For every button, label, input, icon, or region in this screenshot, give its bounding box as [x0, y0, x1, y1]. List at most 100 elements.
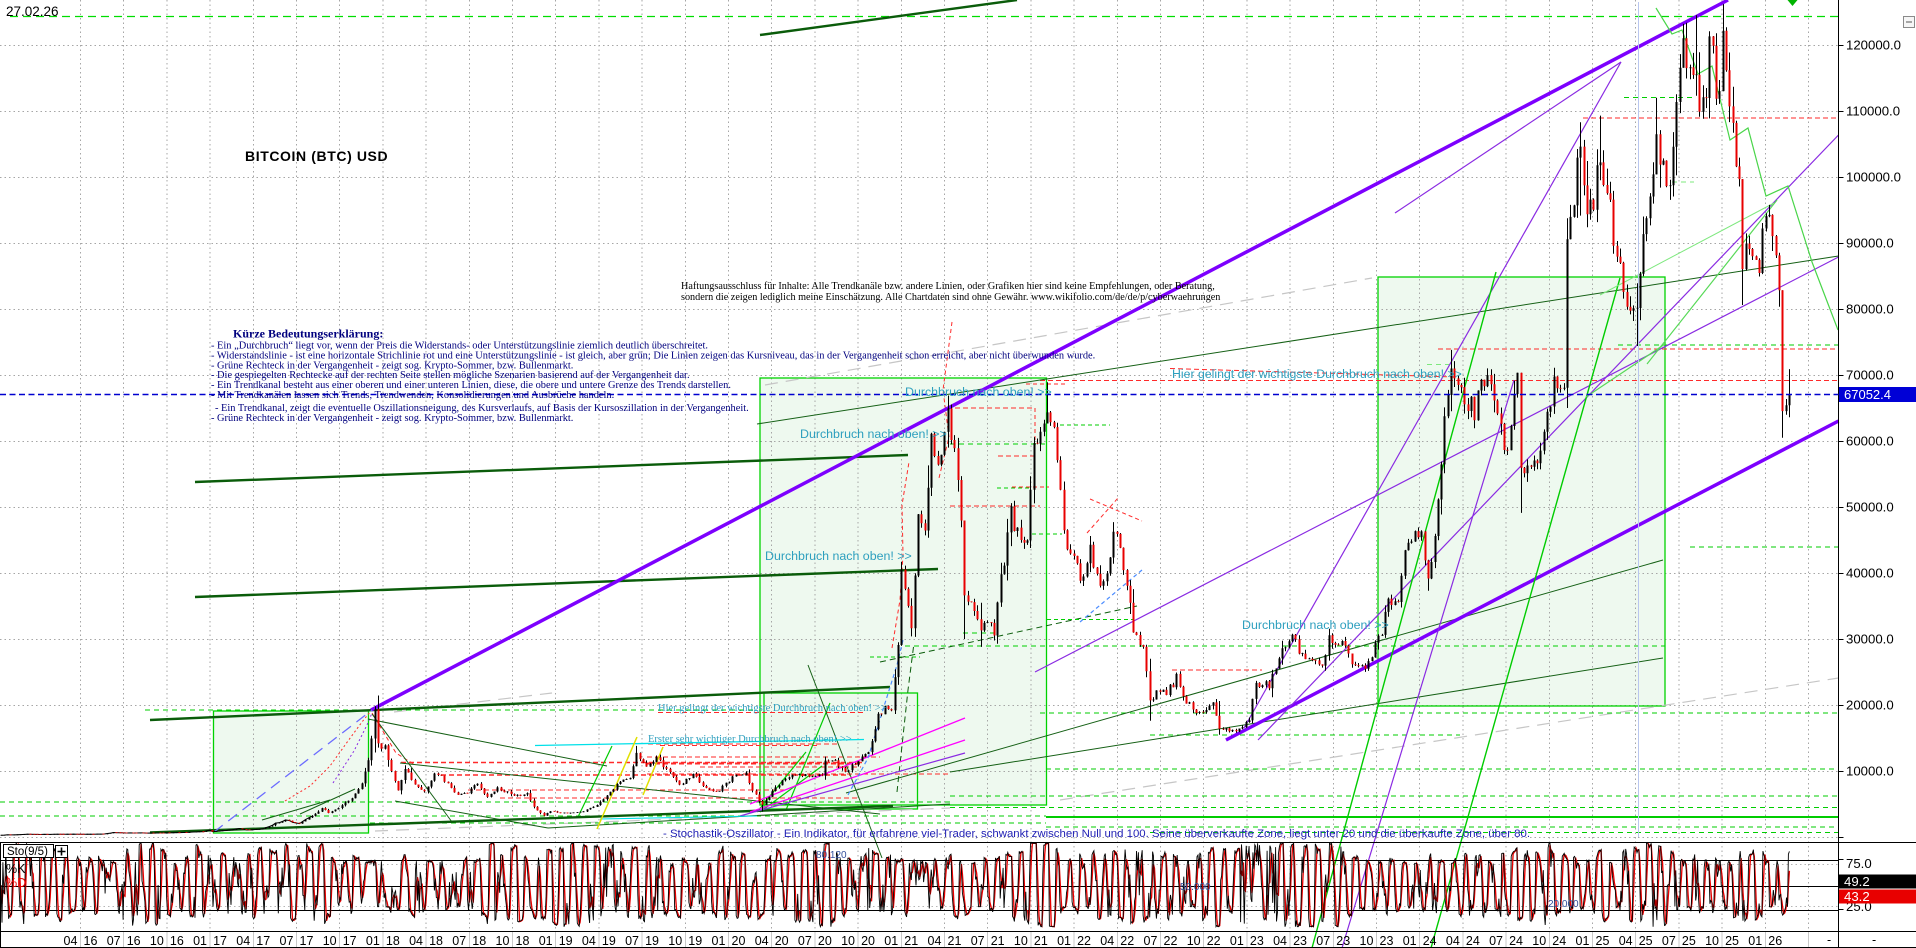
svg-text:90000.0: 90000.0: [1846, 236, 1894, 251]
svg-text:18: 18: [386, 934, 400, 948]
svg-text:16: 16: [84, 934, 98, 948]
svg-text:10: 10: [1705, 934, 1719, 948]
svg-text:BITCOIN (BTC) USD: BITCOIN (BTC) USD: [245, 148, 388, 164]
svg-text:19: 19: [559, 934, 573, 948]
svg-text:04: 04: [1619, 934, 1633, 948]
svg-text:04: 04: [582, 934, 596, 948]
svg-text:07: 07: [971, 934, 985, 948]
svg-text:60000.0: 60000.0: [1846, 434, 1894, 449]
svg-text:01: 01: [712, 934, 726, 948]
svg-text:23: 23: [1336, 934, 1350, 948]
svg-text:- Die gespiegelten Rechtecke a: - Die gespiegelten Rechtecke auf der rec…: [211, 370, 690, 381]
svg-text:Sto(9/5): Sto(9/5): [7, 846, 48, 858]
svg-text:04: 04: [1446, 934, 1460, 948]
svg-text:110000.0: 110000.0: [1846, 104, 1900, 119]
svg-text:04: 04: [755, 934, 769, 948]
svg-text:Hier gelingt der wichtigste Du: Hier gelingt der wichtigste Durchbruch n…: [1172, 367, 1462, 381]
svg-text:22: 22: [1164, 934, 1178, 948]
svg-text:21: 21: [991, 934, 1005, 948]
svg-text:75.0: 75.0: [1846, 856, 1872, 871]
svg-text:01: 01: [1230, 934, 1244, 948]
svg-text:24: 24: [1552, 934, 1566, 948]
svg-text:20000.0: 20000.0: [1846, 698, 1894, 713]
svg-text:01: 01: [366, 934, 380, 948]
svg-text:07: 07: [1144, 934, 1158, 948]
svg-text:Haftungsausschluss für Inhalte: Haftungsausschluss für Inhalte: Alle Tre…: [681, 281, 1215, 292]
svg-text:Durchbruch nach oben! >>: Durchbruch nach oben! >>: [765, 549, 912, 563]
svg-text:50000.0: 50000.0: [1846, 500, 1894, 515]
svg-text:26: 26: [1768, 934, 1782, 948]
svg-text:10: 10: [323, 934, 337, 948]
svg-text:07: 07: [798, 934, 812, 948]
svg-text:Durchbruch nach oben! >>: Durchbruch nach oben! >>: [800, 427, 947, 441]
svg-text:20.000: 20.000: [1548, 899, 1579, 910]
svg-text:10: 10: [1014, 934, 1028, 948]
svg-text:80.120: 80.120: [816, 850, 847, 861]
svg-text:-: -: [1872, 933, 1876, 947]
svg-text:23: 23: [1380, 934, 1394, 948]
svg-text:- Grüne Rechteck in der Vergan: - Grüne Rechteck in der Vergangenheit - …: [211, 413, 573, 424]
svg-text:21: 21: [904, 934, 918, 948]
svg-text:17: 17: [213, 934, 227, 948]
svg-text:07: 07: [1316, 934, 1330, 948]
svg-text:- Ein Trendkanal besteht aus e: - Ein Trendkanal besteht aus einer obere…: [211, 380, 731, 391]
svg-text:17: 17: [300, 934, 314, 948]
svg-text:01: 01: [193, 934, 207, 948]
svg-text:01: 01: [1403, 934, 1417, 948]
svg-text:07: 07: [107, 934, 121, 948]
svg-text:- Grüne Rechteck in der Vergan: - Grüne Rechteck in der Vergangenheit - …: [211, 360, 573, 371]
svg-text:70000.0: 70000.0: [1846, 368, 1894, 383]
svg-text:10: 10: [668, 934, 682, 948]
svg-text:04: 04: [236, 934, 250, 948]
svg-text:- Ein „Durchbruch“ liegt vor,: - Ein „Durchbruch“ liegt vor, wenn der P…: [211, 341, 708, 352]
svg-text:- Widerstandslinie - ist eine: - Widerstandslinie - ist eine horizontal…: [211, 350, 1095, 361]
svg-text:22: 22: [1120, 934, 1134, 948]
svg-text:25: 25: [1682, 934, 1696, 948]
svg-text:16: 16: [127, 934, 141, 948]
svg-text:Erster sehr wichtiger Durchbru: Erster sehr wichtiger Durchbruch nach ob…: [648, 734, 852, 745]
svg-text:80000.0: 80000.0: [1846, 302, 1894, 317]
svg-text:07: 07: [280, 934, 294, 948]
svg-text:16: 16: [170, 934, 184, 948]
svg-text:30000.0: 30000.0: [1846, 632, 1894, 647]
svg-text:19: 19: [602, 934, 616, 948]
svg-text:10000.0: 10000.0: [1846, 764, 1894, 779]
svg-text:17: 17: [256, 934, 270, 948]
svg-text:Durchbruch nach oben! >>: Durchbruch nach oben! >>: [1242, 618, 1389, 632]
svg-text:07: 07: [1489, 934, 1503, 948]
svg-text:%K: %K: [6, 862, 26, 876]
svg-text:- Stochastik-Oszillator - Ein: - Stochastik-Oszillator - Ein Indikator,…: [663, 828, 1530, 840]
svg-text:Kürze Bedeutungserklärung:: Kürze Bedeutungserklärung:: [233, 327, 383, 341]
svg-text:22: 22: [1207, 934, 1221, 948]
svg-text:10: 10: [841, 934, 855, 948]
svg-text:10: 10: [496, 934, 510, 948]
svg-text:19: 19: [645, 934, 659, 948]
svg-text:04: 04: [1100, 934, 1114, 948]
svg-text:Hier gelingt der wichtigste Du: Hier gelingt der wichtigste Durchbruch n…: [658, 703, 887, 714]
svg-text:21: 21: [948, 934, 962, 948]
svg-text:Durchbruch nach oben! >>: Durchbruch nach oben! >>: [905, 385, 1052, 399]
svg-text:04: 04: [64, 934, 78, 948]
svg-text:19: 19: [688, 934, 702, 948]
svg-text:- Ein Trendkanal, zeigt die ev: - Ein Trendkanal, zeigt die eventuelle O…: [215, 403, 749, 414]
svg-text:21: 21: [1034, 934, 1048, 948]
svg-text:20: 20: [732, 934, 746, 948]
svg-text:20: 20: [775, 934, 789, 948]
svg-text:18: 18: [516, 934, 530, 948]
svg-text:49.2: 49.2: [1844, 874, 1870, 889]
svg-text:04: 04: [928, 934, 942, 948]
svg-text:01: 01: [884, 934, 898, 948]
svg-text:10: 10: [1532, 934, 1546, 948]
svg-text:24: 24: [1423, 934, 1437, 948]
svg-text:- Mit Trendkanälen lassen sich: - Mit Trendkanälen lassen sich Trends, T…: [211, 390, 614, 401]
svg-text:18: 18: [472, 934, 486, 948]
svg-text:04: 04: [409, 934, 423, 948]
svg-text:01: 01: [539, 934, 553, 948]
svg-text:04: 04: [1273, 934, 1287, 948]
svg-text:01: 01: [1057, 934, 1071, 948]
svg-text:40000.0: 40000.0: [1846, 566, 1894, 581]
svg-text:%D: %D: [6, 876, 26, 890]
svg-text:17: 17: [343, 934, 357, 948]
svg-text:07: 07: [625, 934, 639, 948]
svg-text:sondern die zeigen lediglich m: sondern die zeigen lediglich meine Einsc…: [681, 292, 1220, 303]
